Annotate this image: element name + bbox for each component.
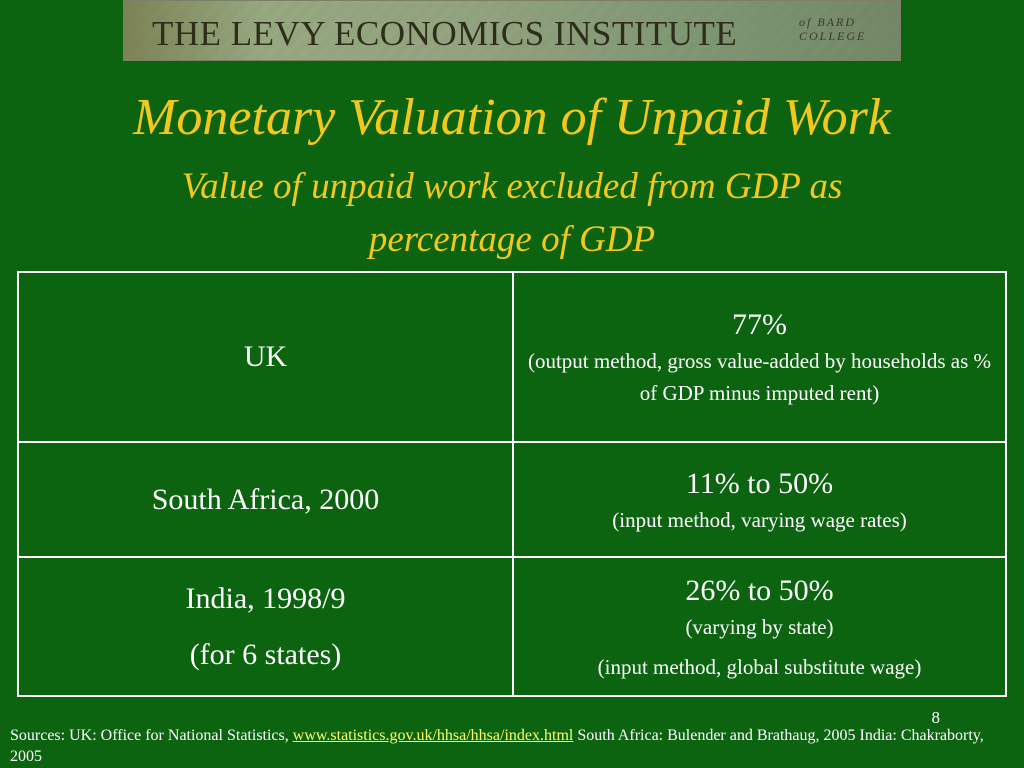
country-cell: India, 1998/9 (for 6 states)	[17, 556, 514, 697]
sources-footnote: Sources: UK: Office for National Statist…	[10, 725, 1010, 767]
table-row: UK 77% (output method, gross value-added…	[17, 271, 1007, 443]
value-cell: 77% (output method, gross value-added by…	[512, 271, 1007, 443]
method-note: (varying by state)	[685, 614, 834, 639]
method-note: (input method, varying wage rates)	[612, 507, 907, 532]
sources-prefix: Sources: UK: Office for National Statist…	[10, 727, 293, 744]
sources-suffix: South Africa: Bulender and Brathaug, 200…	[10, 727, 984, 765]
value-label: 77%	[732, 308, 787, 341]
country-label: South Africa, 2000	[151, 482, 380, 516]
value-cell: 26% to 50% (varying by state) (input met…	[512, 556, 1007, 697]
institute-banner: THE LEVY ECONOMICS INSTITUTE of BARD COL…	[123, 0, 901, 61]
country-cell: UK	[17, 271, 514, 443]
method-note: (output method, gross value-added by hou…	[527, 349, 992, 405]
table-row: South Africa, 2000 11% to 50% (input met…	[17, 441, 1007, 558]
country-cell: South Africa, 2000	[17, 441, 514, 558]
value-label: 26% to 50%	[685, 573, 834, 607]
valuation-table: UK 77% (output method, gross value-added…	[17, 271, 1007, 697]
slide-title: Monetary Valuation of Unpaid Work	[133, 89, 891, 146]
page-number: 8	[931, 708, 941, 727]
country-note: (for 6 states)	[189, 637, 342, 671]
country-label: UK	[243, 340, 288, 373]
sources-link[interactable]: www.statistics.gov.uk/hhsa/hhsa/index.ht…	[292, 727, 574, 744]
banner-subtitle: of BARD COLLEGE	[799, 15, 867, 43]
slide-subtitle: Value of unpaid work excluded from GDP a…	[181, 166, 843, 260]
table-row: India, 1998/9 (for 6 states) 26% to 50% …	[17, 556, 1007, 697]
method-note: (input method, global substitute wage)	[597, 654, 922, 679]
banner-title: THE LEVY ECONOMICS INSTITUTE	[152, 14, 738, 53]
value-cell: 11% to 50% (input method, varying wage r…	[512, 441, 1007, 558]
value-label: 11% to 50%	[685, 466, 834, 500]
country-label: India, 1998/9	[185, 581, 346, 615]
